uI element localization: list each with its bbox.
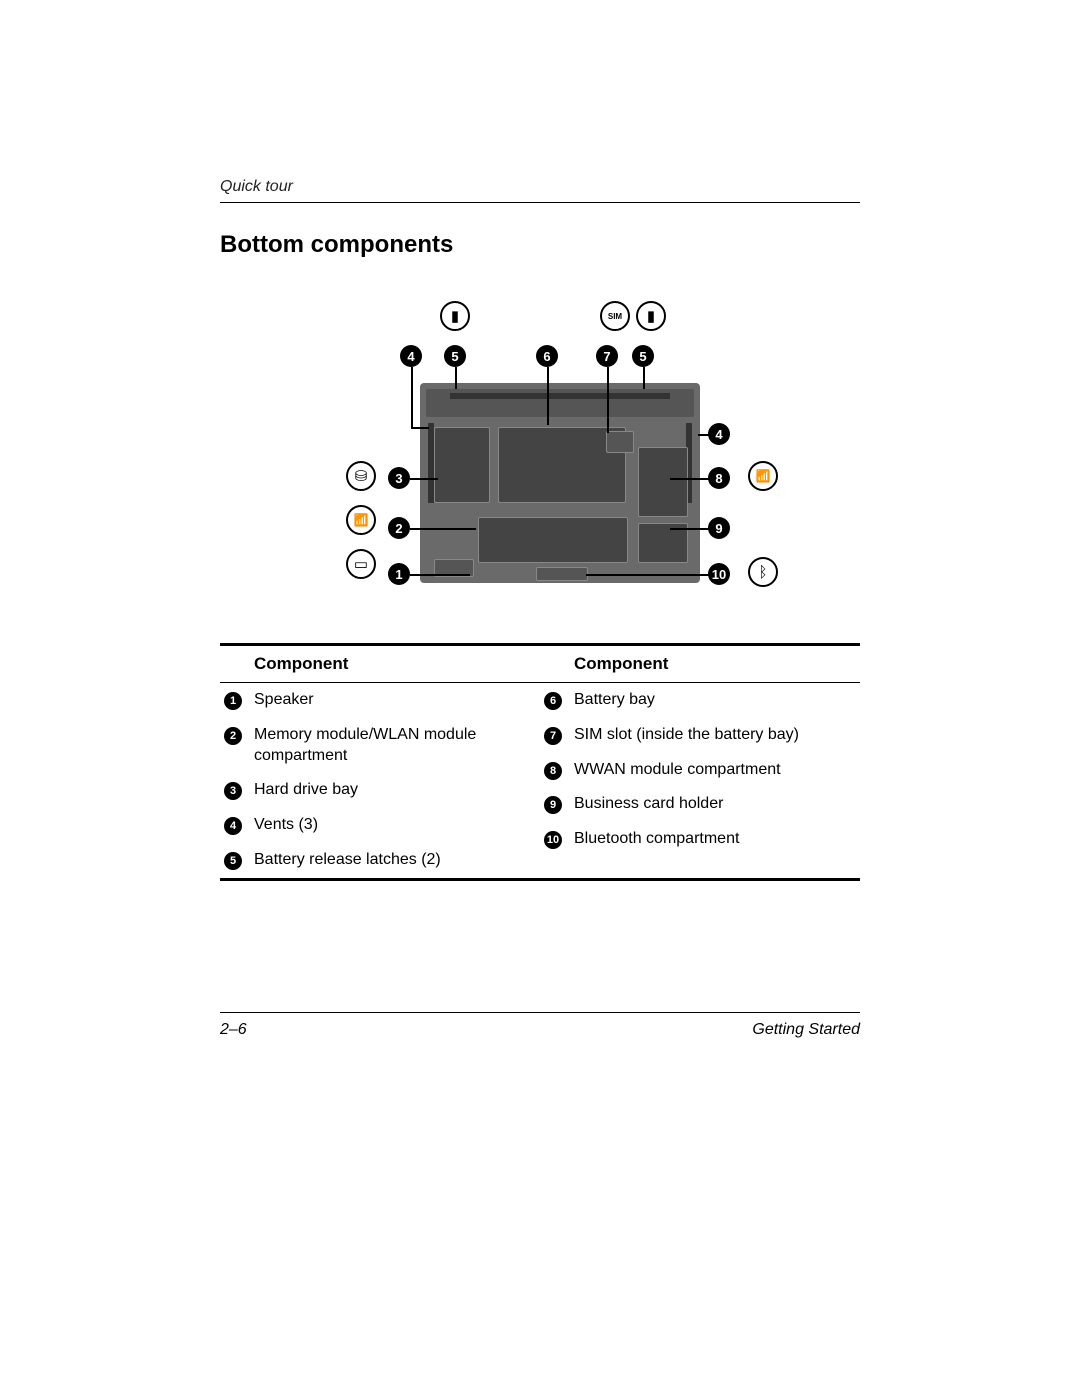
table-row: 10 Bluetooth compartment	[540, 822, 860, 857]
row-number-badge: 4	[224, 817, 242, 835]
callout-4: 4	[400, 345, 422, 367]
sim-slot-panel	[606, 431, 634, 453]
table-row: 8 WWAN module compartment	[540, 753, 860, 788]
callout-1: 1	[388, 563, 410, 585]
row-number-badge: 6	[544, 692, 562, 710]
leader-line	[670, 478, 710, 480]
column-header: Component	[220, 646, 540, 682]
components-table: Component Component 1 Speaker 2 Memory m…	[220, 643, 860, 881]
leader-line	[410, 574, 470, 576]
table-row: 7 SIM slot (inside the battery bay)	[540, 718, 860, 753]
bluetooth-icon: ᛒ	[748, 557, 778, 587]
row-number-badge: 5	[224, 852, 242, 870]
battery-icon: ▮	[636, 301, 666, 331]
component-label: Business card holder	[574, 794, 723, 815]
component-label: Memory module/WLAN module compartment	[254, 725, 534, 767]
wireless-icon: 📶	[346, 505, 376, 535]
hard-drive-icon: ⛁	[346, 461, 376, 491]
table-row: 2 Memory module/WLAN module compartment	[220, 718, 540, 774]
vent	[450, 393, 670, 399]
component-label: SIM slot (inside the battery bay)	[574, 725, 799, 746]
footer-book-title: Getting Started	[752, 1021, 860, 1039]
leader-line	[410, 478, 438, 480]
table-header-row: Component Component	[220, 646, 860, 683]
bluetooth-compartment-panel	[536, 567, 588, 581]
table-row: 5 Battery release latches (2)	[220, 843, 540, 878]
component-label: Hard drive bay	[254, 780, 358, 801]
battery-icon: ▮	[440, 301, 470, 331]
leader-line	[547, 367, 549, 425]
row-number-badge: 2	[224, 727, 242, 745]
laptop-bottom-chassis	[420, 383, 700, 583]
table-row: 9 Business card holder	[540, 787, 860, 822]
callout-3: 3	[388, 467, 410, 489]
wwan-compartment-panel	[638, 447, 688, 517]
leader-line	[670, 528, 710, 530]
component-label: Vents (3)	[254, 815, 318, 836]
leader-line	[411, 427, 429, 429]
callout-10: 10	[708, 563, 730, 585]
column-header: Component	[540, 646, 860, 682]
row-number-badge: 8	[544, 762, 562, 780]
hard-drive-bay-panel	[434, 427, 490, 503]
leader-line	[411, 367, 413, 427]
diagram-container: ▮ SIM ▮ ⛁ 📶 ▭ 📶 ᛒ 4 5 6 7 5 4 8 9 10 3 2…	[220, 283, 860, 603]
table-row: 3 Hard drive bay	[220, 773, 540, 808]
component-label: Speaker	[254, 690, 314, 711]
bottom-components-diagram: ▮ SIM ▮ ⛁ 📶 ▭ 📶 ᛒ 4 5 6 7 5 4 8 9 10 3 2…	[300, 283, 780, 603]
component-label: Battery release latches (2)	[254, 850, 441, 871]
callout-2: 2	[388, 517, 410, 539]
callout-4: 4	[708, 423, 730, 445]
row-number-badge: 1	[224, 692, 242, 710]
memory-icon: ▭	[346, 549, 376, 579]
row-number-badge: 7	[544, 727, 562, 745]
component-label: Bluetooth compartment	[574, 829, 739, 850]
leader-line	[455, 367, 457, 389]
leader-line	[607, 367, 609, 433]
running-head: Quick tour	[220, 178, 860, 203]
component-label: WWAN module compartment	[574, 760, 781, 781]
leader-line	[643, 367, 645, 389]
row-number-badge: 10	[544, 831, 562, 849]
table-row: 4 Vents (3)	[220, 808, 540, 843]
page-footer: 2–6 Getting Started	[220, 1012, 860, 1039]
leader-line	[410, 528, 476, 530]
callout-6: 6	[536, 345, 558, 367]
memory-wlan-compartment-panel	[478, 517, 628, 563]
page-number: 2–6	[220, 1021, 247, 1039]
table-right-column: 6 Battery bay 7 SIM slot (inside the bat…	[540, 683, 860, 878]
callout-8: 8	[708, 467, 730, 489]
sim-icon: SIM	[600, 301, 630, 331]
section-title: Bottom components	[220, 231, 860, 259]
row-number-badge: 9	[544, 796, 562, 814]
table-row: 6 Battery bay	[540, 683, 860, 718]
row-number-badge: 3	[224, 782, 242, 800]
table-left-column: 1 Speaker 2 Memory module/WLAN module co…	[220, 683, 540, 878]
callout-9: 9	[708, 517, 730, 539]
callout-5: 5	[444, 345, 466, 367]
table-row: 1 Speaker	[220, 683, 540, 718]
component-label: Battery bay	[574, 690, 655, 711]
callout-5: 5	[632, 345, 654, 367]
callout-7: 7	[596, 345, 618, 367]
wireless-icon: 📶	[748, 461, 778, 491]
page-content: Quick tour Bottom components ▮ SIM ▮ ⛁ 📶…	[220, 178, 860, 881]
leader-line	[586, 574, 710, 576]
